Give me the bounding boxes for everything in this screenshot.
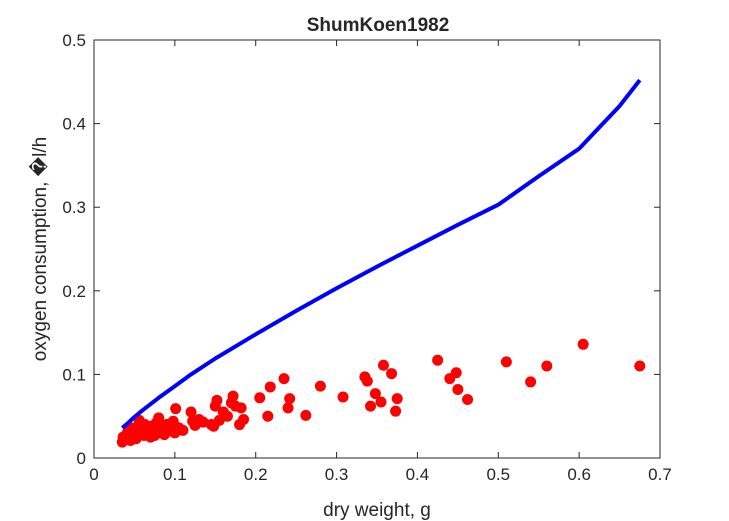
data-point	[300, 409, 312, 421]
x-tick-label: 0.4	[406, 465, 430, 484]
data-point	[262, 410, 274, 422]
data-point	[314, 380, 326, 392]
data-point	[238, 414, 250, 426]
data-point	[450, 367, 462, 379]
data-point	[227, 390, 239, 402]
data-point	[386, 368, 398, 380]
x-tick-label: 0.1	[163, 465, 187, 484]
data-point	[500, 356, 512, 368]
x-tick-label: 0.2	[244, 465, 268, 484]
series-line	[121, 78, 642, 430]
data-point	[462, 393, 474, 405]
data-point	[369, 388, 381, 400]
y-tick-label: 0.3	[62, 198, 86, 217]
data-point	[211, 394, 223, 406]
x-tick-label: 0.5	[486, 465, 510, 484]
data-point	[377, 359, 389, 371]
x-tick-label: 0.6	[567, 465, 591, 484]
data-point	[337, 391, 349, 403]
y-axis-label: oxygen consumption, �l/h	[28, 137, 51, 361]
data-point	[185, 406, 197, 418]
data-point	[221, 410, 233, 422]
data-point	[541, 360, 553, 372]
data-point	[452, 383, 464, 395]
data-point	[634, 360, 646, 372]
x-tick-label: 0.7	[648, 465, 672, 484]
x-tick-label: 0.3	[325, 465, 349, 484]
data-point	[170, 403, 182, 415]
data-point	[432, 354, 444, 366]
x-axis-label: dry weight, g	[323, 500, 431, 521]
data-point	[278, 373, 290, 385]
data-point	[282, 402, 294, 414]
data-point	[235, 402, 247, 414]
y-tick-label: 0.5	[62, 31, 86, 50]
plot-area	[93, 39, 661, 459]
y-tick-label: 0	[77, 449, 86, 468]
data-point	[577, 338, 589, 350]
data-point	[375, 396, 387, 408]
y-tick-label: 0.1	[62, 365, 86, 384]
data-point	[525, 376, 537, 388]
data-point	[365, 400, 377, 412]
data-point	[391, 393, 403, 405]
data-point	[254, 392, 266, 404]
y-tick-label: 0.2	[62, 282, 86, 301]
data-point	[361, 375, 373, 387]
data-point	[284, 393, 296, 405]
plot-content: 0 0.1 0.2 0.3 0.4 0.5 0.6 0.7 0 0.1 0.2 0.3 0.4 0.5	[62, 31, 671, 484]
data-point	[390, 405, 402, 417]
data-point	[213, 414, 225, 426]
x-tick-label: 0	[89, 465, 98, 484]
data-point	[177, 424, 189, 436]
y-tick-label: 0.4	[62, 115, 86, 134]
data-point	[264, 381, 276, 393]
data-point	[153, 412, 165, 424]
chart-title: ShumKoen1982	[307, 15, 450, 36]
